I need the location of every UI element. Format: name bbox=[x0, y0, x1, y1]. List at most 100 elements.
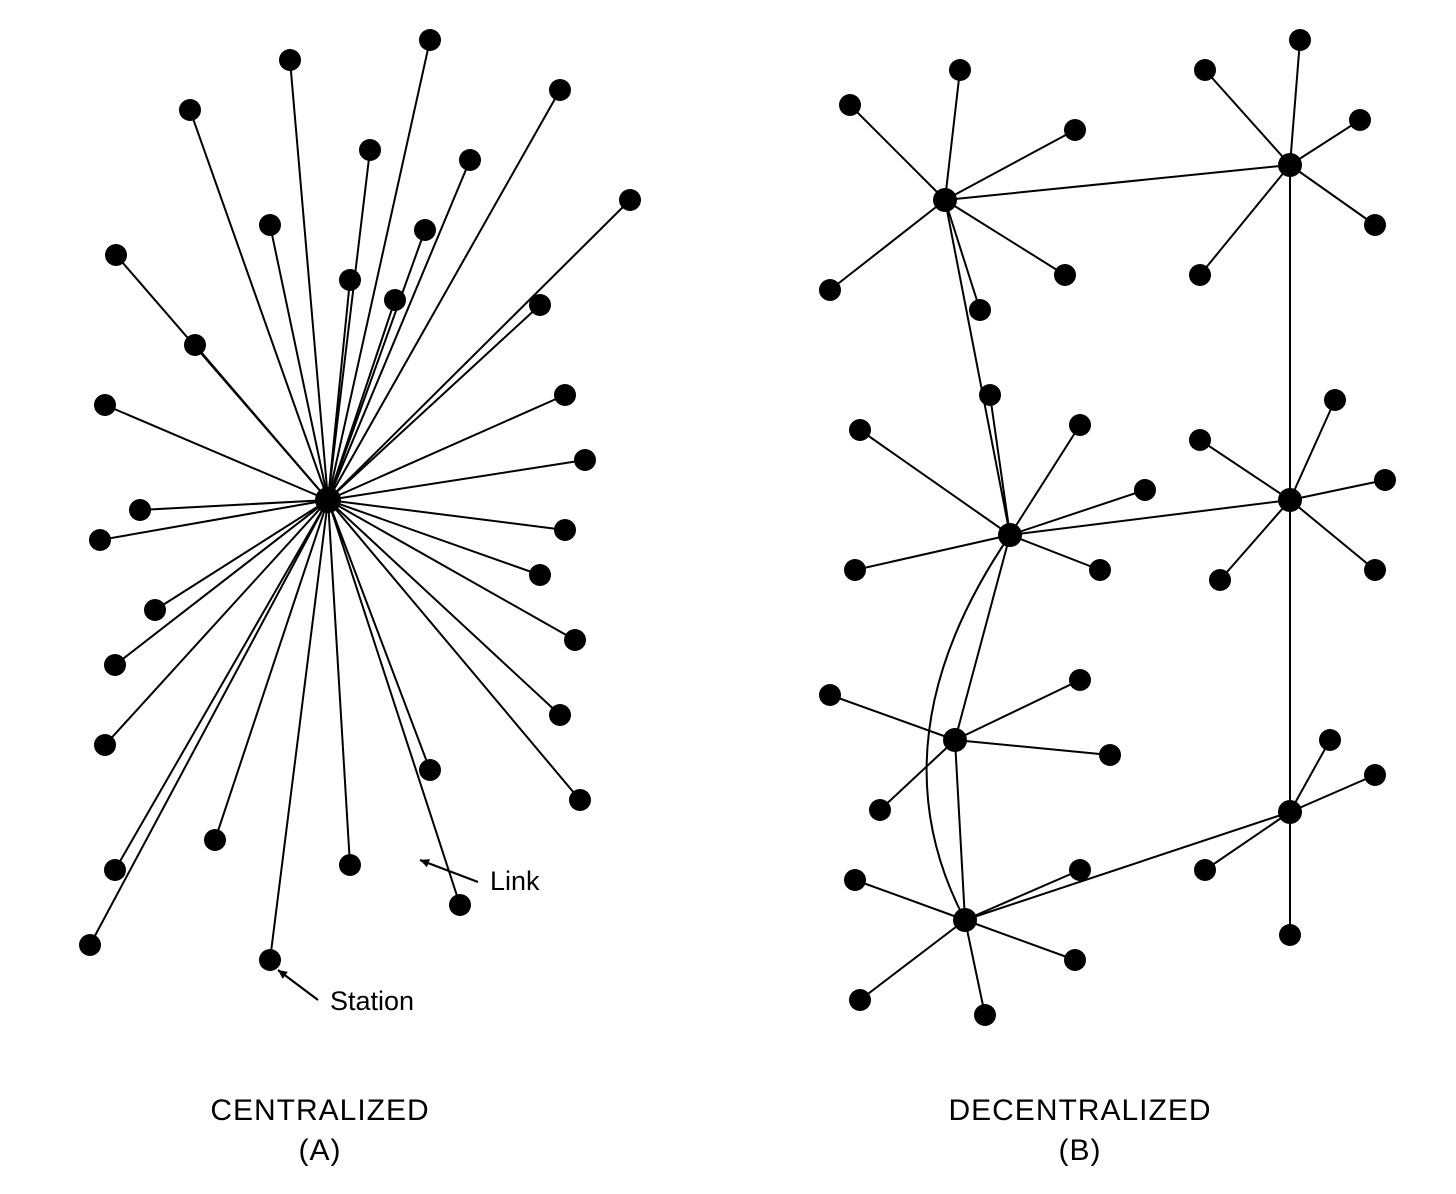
edge bbox=[1010, 425, 1080, 535]
edge bbox=[955, 680, 1080, 740]
edge bbox=[990, 395, 1010, 535]
station-node bbox=[129, 499, 151, 521]
edge bbox=[1200, 165, 1290, 275]
edge bbox=[955, 740, 965, 920]
edge bbox=[1290, 740, 1330, 812]
station-node bbox=[529, 294, 551, 316]
edge bbox=[945, 165, 1290, 200]
station-node bbox=[1189, 429, 1211, 451]
edge bbox=[1010, 500, 1290, 535]
station-node bbox=[849, 419, 871, 441]
station-node bbox=[819, 279, 841, 301]
station-node bbox=[279, 49, 301, 71]
station-node bbox=[529, 564, 551, 586]
station-node bbox=[844, 869, 866, 891]
station-node bbox=[549, 79, 571, 101]
edge bbox=[965, 812, 1290, 920]
station-node bbox=[1364, 559, 1386, 581]
station-node bbox=[105, 244, 127, 266]
annotation-arrow-line bbox=[420, 860, 478, 882]
station-node bbox=[1194, 59, 1216, 81]
edge bbox=[328, 500, 430, 770]
station-node bbox=[1069, 414, 1091, 436]
edge bbox=[1290, 775, 1375, 812]
hub-node bbox=[953, 908, 977, 932]
station-node bbox=[259, 949, 281, 971]
ann-station: Station bbox=[278, 970, 414, 1016]
edge bbox=[830, 200, 945, 290]
edge bbox=[927, 535, 1010, 920]
station-node bbox=[449, 894, 471, 916]
station-node bbox=[1134, 479, 1156, 501]
station-node bbox=[359, 139, 381, 161]
station-node bbox=[89, 529, 111, 551]
edge bbox=[215, 500, 328, 840]
edge bbox=[855, 535, 1010, 570]
station-node bbox=[419, 759, 441, 781]
station-node bbox=[1189, 264, 1211, 286]
station-node bbox=[619, 189, 641, 211]
station-node bbox=[144, 599, 166, 621]
edge bbox=[945, 200, 1065, 275]
station-node bbox=[259, 214, 281, 236]
station-node bbox=[1194, 859, 1216, 881]
station-node bbox=[1279, 924, 1301, 946]
station-node bbox=[1064, 949, 1086, 971]
edge bbox=[328, 460, 585, 500]
edge bbox=[1290, 400, 1335, 500]
edge bbox=[830, 695, 955, 740]
hub-node bbox=[315, 487, 341, 513]
edge bbox=[880, 740, 955, 810]
edge bbox=[965, 870, 1080, 920]
edge bbox=[965, 920, 985, 1015]
edge bbox=[860, 430, 1010, 535]
station-node bbox=[419, 29, 441, 51]
edge bbox=[328, 500, 565, 530]
cap-b-1: DECENTRALIZED bbox=[948, 1094, 1211, 1127]
hub-node bbox=[1278, 153, 1302, 177]
hub-node bbox=[933, 188, 957, 212]
station-node bbox=[844, 559, 866, 581]
hub-node bbox=[1278, 488, 1302, 512]
station-node bbox=[849, 989, 871, 1011]
hub-node bbox=[998, 523, 1022, 547]
station-node bbox=[549, 704, 571, 726]
station-node bbox=[94, 394, 116, 416]
station-node bbox=[104, 859, 126, 881]
edge bbox=[1290, 500, 1375, 570]
station-node bbox=[1324, 389, 1346, 411]
station-node bbox=[1089, 559, 1111, 581]
station-node bbox=[979, 384, 1001, 406]
station-node bbox=[839, 94, 861, 116]
station-node bbox=[1374, 469, 1396, 491]
edge bbox=[965, 920, 1075, 960]
edge bbox=[1220, 500, 1290, 580]
edge bbox=[190, 110, 328, 500]
station-node bbox=[459, 149, 481, 171]
edge bbox=[328, 395, 565, 500]
annotation-label: Link bbox=[490, 866, 540, 896]
edge bbox=[1010, 490, 1145, 535]
edge bbox=[955, 740, 1110, 755]
station-node bbox=[79, 934, 101, 956]
station-node bbox=[1054, 264, 1076, 286]
station-node bbox=[869, 799, 891, 821]
edge bbox=[270, 500, 328, 960]
decentralized-network bbox=[819, 29, 1396, 1026]
station-node bbox=[819, 684, 841, 706]
station-node bbox=[554, 519, 576, 541]
station-node bbox=[204, 829, 226, 851]
station-node bbox=[339, 854, 361, 876]
station-node bbox=[104, 654, 126, 676]
station-node bbox=[949, 59, 971, 81]
edge bbox=[1290, 480, 1385, 500]
station-node bbox=[184, 334, 206, 356]
station-node bbox=[414, 219, 436, 241]
edge bbox=[155, 500, 328, 610]
station-node bbox=[1209, 569, 1231, 591]
edge bbox=[955, 535, 1010, 740]
station-node bbox=[1069, 859, 1091, 881]
edge bbox=[1205, 70, 1290, 165]
station-node bbox=[1319, 729, 1341, 751]
edge bbox=[115, 500, 328, 665]
